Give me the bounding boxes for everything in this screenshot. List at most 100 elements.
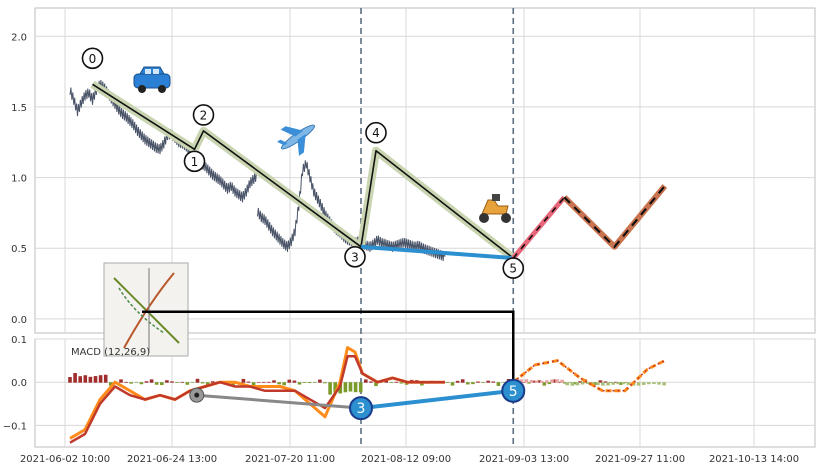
macd-hist-bar: [529, 379, 534, 383]
macd-hist-bar: [652, 382, 656, 385]
y-tick-label: 1.5: [11, 103, 27, 114]
macd-point-label: 3: [357, 401, 366, 417]
macd-hist-bar: [384, 380, 388, 383]
macd-hist-bar: [621, 382, 626, 385]
macd-hist-bar: [149, 379, 154, 383]
macd-hist-bar: [328, 382, 332, 395]
macd-hist-bar: [532, 380, 536, 383]
macd-hist-bar: [369, 381, 373, 383]
macd-hist-bar: [180, 381, 184, 383]
macd-hist-bar: [292, 380, 297, 383]
wave-point-label: 3: [351, 250, 359, 264]
macd-hist-bar: [624, 382, 628, 383]
macd-hist-bar: [573, 382, 577, 385]
divergence-line-gray: [196, 393, 362, 410]
macd-hist-bar: [333, 382, 337, 393]
macd-hist-bar: [282, 382, 286, 386]
macd-hist-bar: [580, 382, 585, 385]
macd-hist-bar: [93, 376, 98, 383]
macd-hist-bar: [460, 379, 465, 383]
projection-dash: [512, 196, 565, 259]
macd-hist-bar: [552, 379, 557, 383]
macd-hist-bar: [519, 379, 524, 383]
macd-hist-bar: [568, 382, 572, 383]
macd-hist-bar: [353, 382, 358, 393]
macd-hist-bar: [557, 381, 562, 383]
macd-hist-bar: [98, 375, 103, 383]
macd-hist-bar: [297, 382, 302, 385]
macd-hist-bar: [73, 373, 77, 383]
wave-point-label: 1: [191, 155, 199, 169]
x-tick-label: 2021-09-03 13:00: [479, 454, 569, 465]
macd-hist-bar: [455, 380, 460, 383]
macd-hist-bar: [593, 382, 598, 386]
divergence-start-marker: [194, 392, 200, 398]
macd-hist-bar: [190, 382, 195, 383]
macd-hist-bar: [211, 381, 215, 383]
macd-hist-bar: [200, 382, 205, 384]
macd-hist-bar: [78, 376, 82, 383]
macd-hist-bar: [195, 378, 200, 383]
macd-hist-bar: [277, 382, 281, 385]
macd-hist-bar: [205, 382, 210, 386]
wave-point-marker: [365, 121, 387, 144]
macd-hist-bar: [657, 382, 661, 385]
macd-hist-bar: [323, 382, 327, 384]
x-tick-label: 2021-08-12 09:00: [361, 454, 451, 465]
projection-dash: [563, 185, 666, 249]
macd-hist-bar: [358, 382, 363, 393]
macd-hist-bar: [154, 382, 159, 385]
macd-hist-bar: [534, 380, 539, 383]
macd-hist-bar: [662, 382, 666, 386]
macd-hist-bar: [170, 381, 174, 383]
macd-hist-bar: [560, 379, 564, 383]
macd-hist-bar: [318, 379, 322, 383]
wave-point-marker: [502, 257, 525, 279]
macd-hist-bar: [486, 380, 490, 383]
macd-hist-bar: [139, 382, 144, 385]
x-tick-label: 2021-06-24 13:00: [127, 454, 217, 465]
macd-hist-bar: [545, 380, 549, 383]
connector-line: [142, 310, 515, 391]
macd-hist-bar: [160, 382, 164, 386]
macd-hist-bar: [562, 382, 567, 384]
macd-hist-bar: [256, 382, 261, 383]
macd-hist-bar: [88, 376, 93, 383]
divergence-line: [360, 244, 514, 261]
macd-point-marker: [349, 396, 373, 421]
macd-hist-bar: [636, 382, 641, 386]
wave-point-marker: [344, 246, 366, 268]
macd-hist-bar: [302, 382, 307, 383]
x-tick-label: 2021-09-27 11:00: [595, 454, 685, 465]
macd-hist-bar: [267, 381, 271, 383]
y-tick-label: 0.0: [11, 315, 27, 326]
macd-hist-bar: [124, 381, 128, 383]
macd-hist-bar: [608, 382, 613, 383]
macd-hist-bar: [501, 382, 506, 383]
macd-hist-bar: [565, 382, 570, 386]
macd-hist-bar: [364, 379, 368, 383]
x-tick-label: 2021-10-13 14:00: [709, 454, 799, 465]
macd-hist-bar: [522, 382, 526, 383]
macd-hist-bar: [389, 382, 394, 383]
y-tick-label: 0.1: [11, 335, 27, 346]
macd-hist-bar: [647, 382, 651, 385]
y-tick-label: −0.1: [3, 421, 27, 432]
macd-hist-bar: [575, 382, 580, 386]
y-tick-label: 0.5: [11, 244, 27, 255]
macd-hist-bar: [626, 382, 631, 385]
macd-hist-bar: [598, 380, 603, 383]
macd-hist-bar: [542, 382, 547, 386]
wave-point-marker: [183, 150, 206, 173]
macd-hist-bar: [603, 381, 608, 383]
macd-hist-bar: [590, 382, 595, 385]
macd-hist-bar: [68, 377, 72, 383]
macd-hist-bar: [185, 382, 190, 385]
macd-hist-bar: [348, 382, 353, 392]
y-tick-label: 0.0: [11, 378, 27, 389]
macd-hist-bar: [570, 382, 575, 386]
macd-hist-bar: [272, 380, 276, 383]
macd-hist-bar: [165, 380, 169, 383]
macd-hist-bar: [555, 379, 559, 383]
macd-hist-bar: [524, 379, 529, 383]
